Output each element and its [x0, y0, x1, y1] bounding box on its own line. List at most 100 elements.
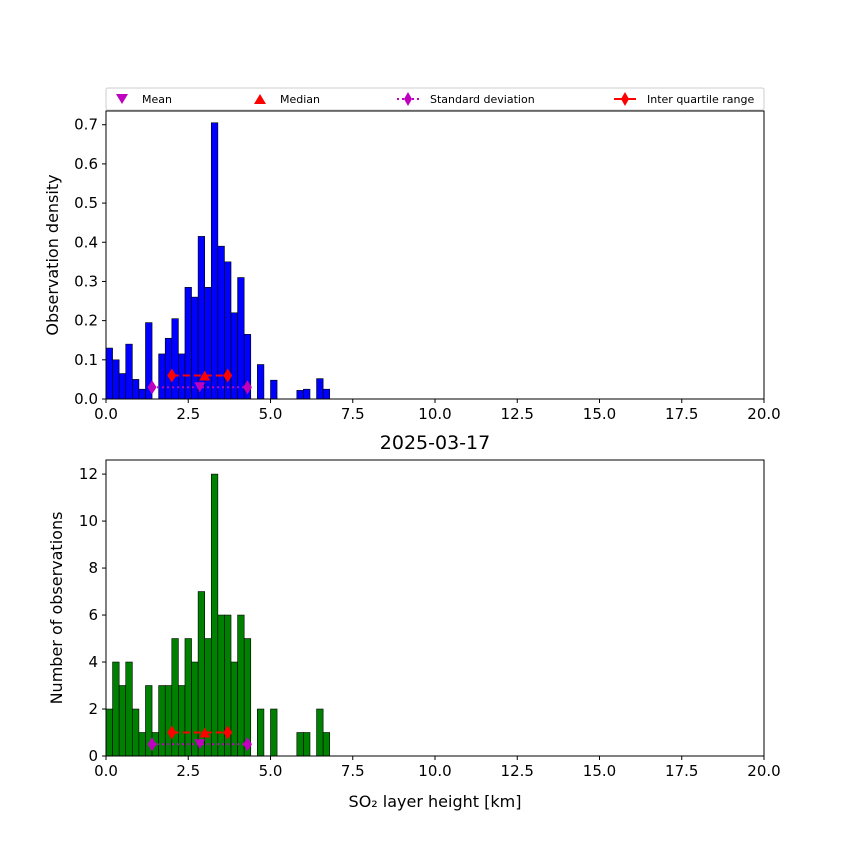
y-tick-label: 0	[88, 747, 98, 765]
y-tick-label: 0.4	[74, 233, 98, 251]
count-bar	[171, 638, 179, 757]
count-bar	[322, 732, 331, 757]
legend-label-iqr: Inter quartile range	[647, 93, 754, 106]
median-marker	[199, 727, 211, 738]
std-high-marker	[242, 737, 252, 752]
count-stats	[147, 725, 252, 752]
density-bar	[105, 347, 113, 400]
x-tick-label: 10.0	[418, 405, 451, 423]
count-bars	[105, 473, 331, 757]
legend-entry-iqr: Inter quartile range	[614, 92, 754, 106]
count-bar	[164, 685, 173, 757]
count-bar	[204, 638, 212, 757]
count-bar	[105, 708, 113, 757]
legend-entry-median: Median	[254, 93, 320, 106]
std-diamond-icon	[404, 92, 412, 106]
x-tick-label: 12.5	[501, 762, 534, 780]
y-tick-label: 0.5	[74, 194, 98, 212]
density-bar	[316, 378, 324, 400]
density-y-axis-label: Observation density	[43, 174, 62, 335]
count-bar	[237, 614, 245, 757]
x-tick-label: 5.0	[259, 405, 283, 423]
x-tick-label: 17.5	[665, 405, 698, 423]
y-tick-label: 0.7	[74, 116, 98, 134]
density-bars	[105, 122, 331, 400]
count-bar	[303, 732, 311, 757]
x-tick-label: 2.5	[176, 405, 200, 423]
count-bar	[138, 732, 146, 757]
count-bar	[217, 614, 225, 757]
density-bar	[257, 364, 265, 400]
y-tick-label: 0.0	[74, 390, 98, 408]
count-bar	[178, 685, 186, 757]
std-low-marker	[147, 380, 157, 395]
mean-marker-icon	[116, 94, 128, 104]
density-bar	[118, 373, 127, 400]
density-bar	[230, 312, 238, 400]
count-bar	[112, 661, 120, 757]
density-bar	[322, 388, 331, 400]
density-bar	[184, 287, 192, 400]
legend: Mean Median Standard deviation Inter qua…	[105, 87, 765, 111]
legend-entry-mean: Mean	[116, 93, 172, 106]
iqr-diamond-icon	[621, 92, 629, 106]
y-tick-label: 8	[88, 559, 98, 577]
density-bar	[270, 379, 278, 400]
iqr-high-marker	[223, 725, 233, 740]
density-bar	[164, 337, 173, 400]
legend-entry-std: Standard deviation	[397, 92, 535, 106]
count-bar	[125, 661, 133, 757]
legend-frame	[105, 87, 765, 111]
y-tick-label: 4	[88, 653, 98, 671]
median-marker	[199, 370, 211, 381]
iqr-low-marker	[167, 725, 177, 740]
count-bar	[257, 708, 265, 757]
x-tick-label: 15.0	[583, 405, 616, 423]
x-tick-label: 7.5	[341, 405, 365, 423]
legend-label-std: Standard deviation	[430, 93, 535, 106]
density-y-ticks: 0.0 0.1 0.2 0.3 0.4 0.5 0.6 0.7	[74, 116, 106, 408]
density-bar	[303, 388, 311, 400]
density-x-ticks: 0.0 2.5 5.0 7.5 10.0 12.5 15.0 17.5 20.0	[94, 399, 781, 423]
density-bar	[210, 122, 219, 400]
y-tick-label: 2	[88, 700, 98, 718]
x-tick-label: 0.0	[94, 762, 118, 780]
std-high-marker	[242, 380, 252, 395]
x-tick-label: 2.5	[176, 762, 200, 780]
count-bar	[316, 708, 324, 757]
count-y-ticks: 0 2 4 6 8 10 12	[79, 465, 106, 765]
y-tick-label: 0.3	[74, 272, 98, 290]
x-tick-label: 0.0	[94, 405, 118, 423]
date-title: 2025-03-17	[380, 432, 490, 454]
x-tick-label: 10.0	[418, 762, 451, 780]
count-x-ticks: 0.0 2.5 5.0 7.5 10.0 12.5 15.0 17.5 20.0	[94, 756, 781, 780]
y-tick-label: 6	[88, 606, 98, 624]
x-tick-label: 15.0	[583, 762, 616, 780]
y-tick-label: 0.1	[74, 351, 98, 369]
density-bar	[237, 277, 245, 400]
median-marker-icon	[254, 94, 266, 104]
x-tick-label: 20.0	[747, 762, 780, 780]
x-tick-label: 7.5	[341, 762, 365, 780]
count-bar	[184, 638, 192, 757]
x-tick-label: 12.5	[501, 405, 534, 423]
iqr-low-marker	[167, 368, 177, 383]
density-bar	[296, 390, 304, 400]
legend-label-mean: Mean	[142, 93, 172, 106]
x-tick-label: 17.5	[665, 762, 698, 780]
y-tick-label: 0.6	[74, 155, 98, 173]
density-bar	[158, 353, 166, 400]
density-histogram-panel: 0.0 2.5 5.0 7.5 10.0 12.5 15.0 17.5 20.0 0.00.10…	[43, 110, 781, 423]
count-bar	[118, 685, 127, 757]
y-tick-label: 0.2	[74, 312, 98, 330]
y-tick-label: 10	[79, 512, 98, 530]
count-bar	[132, 708, 140, 757]
legend-label-median: Median	[280, 93, 320, 106]
y-tick-label: 12	[79, 465, 98, 483]
iqr-high-marker	[223, 368, 233, 383]
density-bar	[125, 343, 133, 400]
density-bar	[138, 388, 146, 400]
std-low-marker	[147, 737, 157, 752]
mean-marker	[194, 382, 206, 393]
